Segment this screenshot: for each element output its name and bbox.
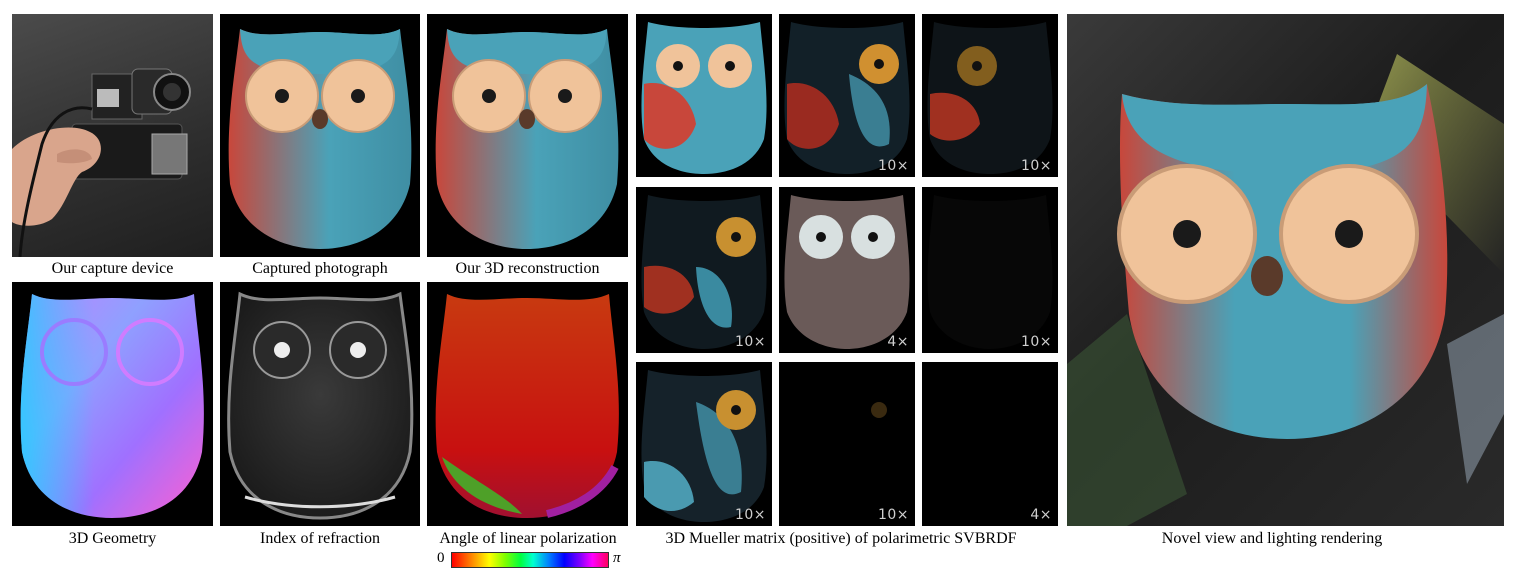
captured-photograph-image <box>220 14 420 257</box>
mueller-cell-1 <box>636 14 772 177</box>
caption-novel-view: Novel view and lighting rendering <box>1161 530 1383 547</box>
mueller-cell-7: 10× <box>636 362 772 526</box>
mueller-cell-5-scale: 4× <box>887 334 909 350</box>
index-of-refraction-image <box>220 282 420 526</box>
caption-geometry: 3D Geometry <box>68 530 157 547</box>
caption-ior: Index of refraction <box>260 530 380 547</box>
mueller-cell-5: 4× <box>779 187 915 353</box>
mueller-cell-9: 4× <box>922 362 1058 526</box>
colorbar-max-label: π <box>613 550 621 566</box>
mueller-cell-7-scale: 10× <box>734 507 766 523</box>
mueller-cell-6: 10× <box>922 187 1058 353</box>
mueller-cell-3-scale: 10× <box>1020 158 1052 174</box>
mueller-cell-8: 10× <box>779 362 915 526</box>
aolp-colorbar: 0 π <box>437 550 627 570</box>
mueller-cell-4: 10× <box>636 187 772 353</box>
mueller-cell-4-scale: 10× <box>734 334 766 350</box>
caption-captured-photograph: Captured photograph <box>252 260 388 277</box>
caption-capture-device: Our capture device <box>51 260 174 277</box>
mueller-cell-2: 10× <box>779 14 915 177</box>
mueller-cell-3: 10× <box>922 14 1058 177</box>
caption-reconstruction: Our 3D reconstruction <box>455 260 600 277</box>
mueller-cell-9-scale: 4× <box>1030 507 1052 523</box>
novel-view-rendering-image <box>1067 14 1504 526</box>
caption-aolp: Angle of linear polarization <box>439 530 617 547</box>
reconstruction-image <box>427 14 628 257</box>
capture-device-image <box>12 14 213 257</box>
colorbar-gradient <box>451 552 609 568</box>
mueller-cell-6-scale: 10× <box>1020 334 1052 350</box>
geometry-normal-map-image <box>12 282 213 526</box>
caption-mueller: 3D Mueller matrix (positive) of polarime… <box>665 530 1017 547</box>
mueller-cell-2-scale: 10× <box>877 158 909 174</box>
mueller-cell-8-scale: 10× <box>877 507 909 523</box>
colorbar-min-label: 0 <box>437 550 445 566</box>
aolp-image <box>427 282 628 526</box>
